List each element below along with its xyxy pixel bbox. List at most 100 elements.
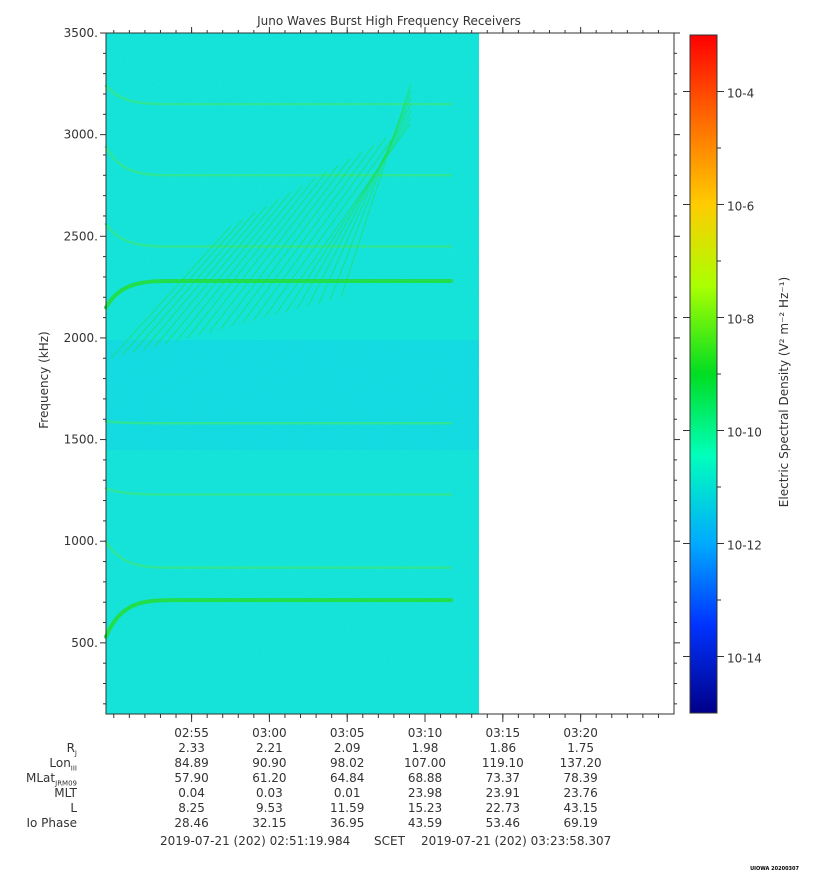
ephemeris-label-text: Lon bbox=[49, 756, 71, 770]
burst-line bbox=[198, 171, 327, 336]
emission-line bbox=[104, 279, 453, 310]
y-tick-label: 1000. bbox=[64, 534, 98, 548]
burst-line bbox=[340, 83, 412, 298]
colorbar-label: Electric Spectral Density (V² m⁻² Hz⁻¹) bbox=[777, 277, 791, 507]
colorbar-ticks: 10-4 10-6 10-8 10-10 10-12 10-14 bbox=[683, 87, 762, 666]
burst-line bbox=[263, 130, 399, 318]
ephemeris-value: 98.02 bbox=[330, 756, 365, 770]
ephemeris-value: 15.23 bbox=[407, 801, 443, 815]
ephemeris-label-text: MLT bbox=[54, 786, 77, 800]
burst-line bbox=[285, 117, 412, 313]
ephemeris-value: 1.86 bbox=[489, 741, 517, 755]
ephemeris-value: 0.03 bbox=[256, 786, 283, 800]
plot-frame bbox=[105, 32, 675, 715]
y-axis: 500. 1000. 1500. 2000. 2500. 3000. 3500. bbox=[64, 26, 680, 705]
x-tick-label: 03:10 bbox=[408, 726, 443, 740]
ephemeris-value: 32.15 bbox=[252, 816, 287, 830]
ephemeris-value: 73.37 bbox=[485, 771, 520, 785]
x-tick-label: 02:55 bbox=[174, 726, 209, 740]
emission-line bbox=[104, 539, 453, 569]
ephemeris-value: 9.53 bbox=[256, 801, 283, 815]
burst-line bbox=[121, 218, 244, 356]
ephemeris-value: 43.15 bbox=[563, 801, 598, 815]
burst-line bbox=[143, 205, 268, 350]
emission-line bbox=[104, 84, 453, 106]
ephemeris-row-label: MLatJRM09 bbox=[0, 771, 77, 787]
ephemeris-value: 2.09 bbox=[333, 741, 361, 755]
ephemeris-row-label: RJ bbox=[0, 741, 77, 757]
burst-line bbox=[165, 191, 291, 345]
burst-line bbox=[220, 157, 351, 330]
no-data-region bbox=[479, 33, 674, 714]
ephemeris-label-text: MLat bbox=[26, 771, 56, 785]
x-tick-label: 03:20 bbox=[563, 726, 598, 740]
y-axis-label: Frequency (kHz) bbox=[37, 331, 51, 428]
burst-line bbox=[241, 144, 375, 324]
ephemeris-value: 36.95 bbox=[330, 816, 365, 830]
emission-line bbox=[104, 420, 453, 425]
ephemeris-value: 43.59 bbox=[407, 816, 443, 830]
ephemeris-value: 53.46 bbox=[485, 816, 520, 830]
y-tick-label: 2500. bbox=[64, 229, 98, 243]
ephemeris-value: 69.19 bbox=[563, 816, 598, 830]
ephemeris-value: 68.88 bbox=[407, 771, 443, 785]
ephemeris-label-subscript: JRM09 bbox=[55, 779, 77, 788]
ephemeris-value: 1.75 bbox=[567, 741, 594, 755]
burst-line bbox=[110, 225, 232, 359]
ephemeris-value: 137.20 bbox=[559, 756, 602, 770]
y-tick-label: 500. bbox=[71, 636, 98, 650]
x-tick-label: 03:00 bbox=[252, 726, 287, 740]
colorbar-tick-label: 10-4 bbox=[727, 87, 754, 101]
y-tick-label: 3000. bbox=[64, 128, 98, 142]
ephemeris-value: 23.98 bbox=[407, 786, 443, 800]
emission-line bbox=[104, 222, 453, 248]
spectrogram-darker-band bbox=[106, 340, 479, 450]
ephemeris-value: 90.90 bbox=[252, 756, 287, 770]
y-tick-label: 1500. bbox=[64, 433, 98, 447]
ephemeris-value: 84.89 bbox=[174, 756, 209, 770]
footer-scet-label: SCET bbox=[374, 834, 405, 848]
ephemeris-value: 22.73 bbox=[485, 801, 520, 815]
ephemeris-value: 107.00 bbox=[404, 756, 446, 770]
ephemeris-value: 2.21 bbox=[256, 741, 283, 755]
burst-line bbox=[187, 178, 315, 339]
x-tick-label: 03:15 bbox=[486, 726, 521, 740]
x-axis: 02:55 03:00 03:05 03:10 03:15 03:20 bbox=[113, 27, 659, 740]
emission-line bbox=[104, 598, 453, 639]
emission-line bbox=[104, 145, 453, 177]
ephemeris-label-subscript: J bbox=[74, 749, 77, 758]
burst-line bbox=[296, 110, 412, 310]
ephemeris-value: 78.39 bbox=[563, 771, 598, 785]
colorbar: 10-4 10-6 10-8 10-10 10-12 10-14 bbox=[683, 34, 762, 714]
burst-line bbox=[176, 185, 303, 342]
burst-line bbox=[154, 198, 280, 348]
colorbar-tick-label: 10-14 bbox=[727, 652, 762, 666]
ephemeris-label-text: L bbox=[70, 801, 77, 815]
ephemeris-value: 8.25 bbox=[178, 801, 205, 815]
ephemeris-label-text: R bbox=[66, 741, 75, 755]
ephemeris-value: 1.98 bbox=[411, 741, 439, 755]
ephemeris-value: 11.59 bbox=[330, 801, 365, 815]
footer-start-time: 2019-07-21 (202) 02:51:19.984 bbox=[160, 834, 351, 848]
ephemeris-row-label: LonIII bbox=[0, 756, 77, 772]
ephemeris-value: 61.20 bbox=[252, 771, 287, 785]
ephemeris-value: 23.76 bbox=[563, 786, 598, 800]
emission-lines bbox=[104, 84, 453, 639]
chart-title: Juno Waves Burst High Frequency Receiver… bbox=[256, 14, 521, 28]
x-tick-label: 03:05 bbox=[330, 726, 365, 740]
ephemeris-row-label: L bbox=[0, 801, 77, 815]
emission-line bbox=[104, 487, 453, 496]
colorbar-tick-label: 10-8 bbox=[727, 313, 754, 327]
plot-area bbox=[104, 32, 675, 715]
ephemeris-row-label: Io Phase bbox=[0, 816, 77, 830]
footer-end-time: 2019-07-21 (202) 03:23:58.307 bbox=[421, 834, 612, 848]
burst-line bbox=[252, 137, 387, 321]
colorbar-gradient bbox=[689, 34, 718, 714]
ephemeris-value: 0.04 bbox=[178, 786, 205, 800]
diagonal-bursts bbox=[110, 83, 412, 359]
ephemeris-label-text: Io Phase bbox=[26, 816, 77, 830]
ephemeris-value: 64.84 bbox=[330, 771, 365, 785]
credit-label: UIOWA 20200307 bbox=[750, 866, 799, 872]
colorbar-tick-label: 10-6 bbox=[727, 200, 754, 214]
ephemeris-value: 57.90 bbox=[174, 771, 209, 785]
